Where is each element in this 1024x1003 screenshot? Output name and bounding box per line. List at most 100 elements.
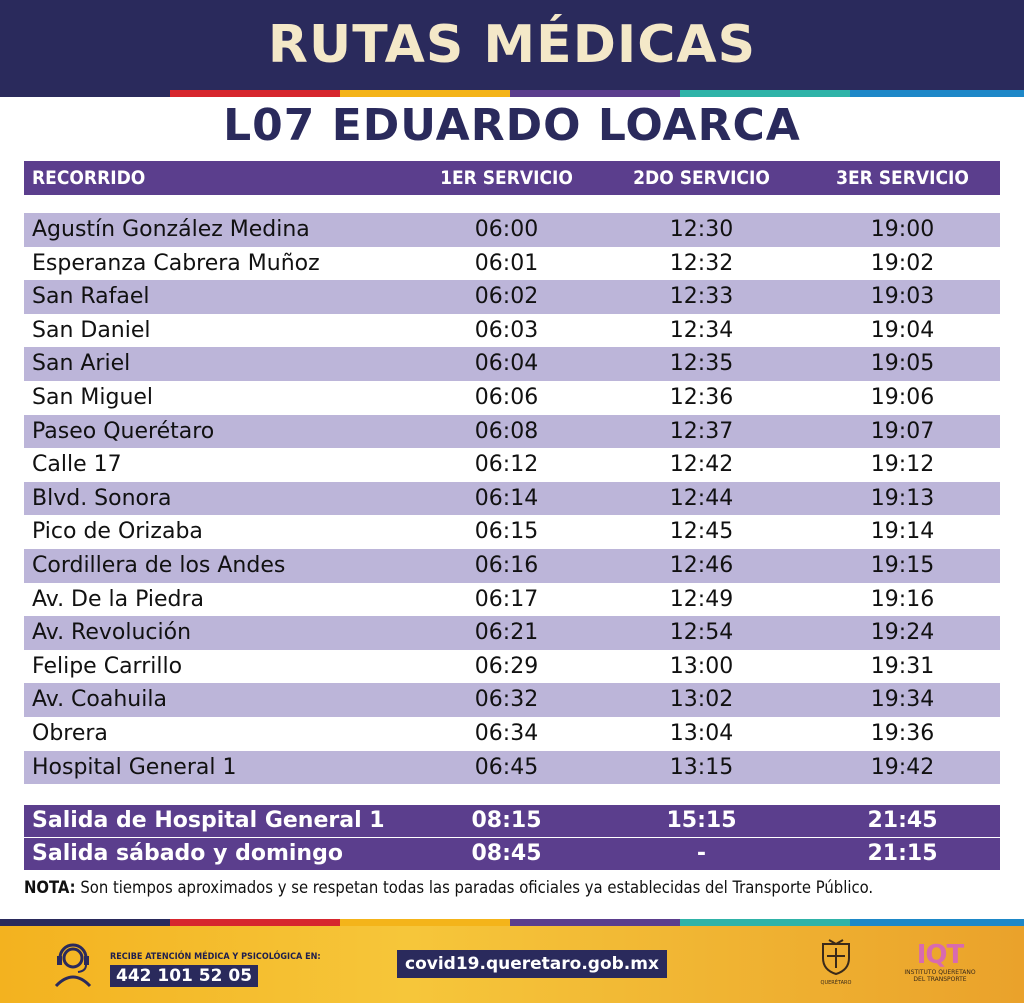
iqt-caption-1: INSTITUTO QUERETANO bbox=[904, 969, 976, 976]
time-servicio-3: 19:42 bbox=[870, 754, 935, 780]
time-servicio-1: 06:45 bbox=[474, 754, 539, 780]
table-row: Av. De la Piedra 06:17 12:49 19:16 bbox=[24, 583, 1000, 617]
iqt-logo-text: IQT bbox=[916, 940, 965, 970]
header-servicio-1: 1ER SERVICIO bbox=[440, 167, 573, 189]
table-row: Felipe Carrillo 06:29 13:00 19:31 bbox=[24, 650, 1000, 684]
special-row-hospital: Salida de Hospital General 1 08:15 15:15… bbox=[24, 805, 1000, 837]
time-servicio-3: 19:14 bbox=[870, 519, 935, 545]
time-servicio-2: 12:35 bbox=[669, 351, 734, 377]
stop-name: Cordillera de los Andes bbox=[32, 552, 286, 578]
time-servicio-1: 06:02 bbox=[474, 284, 539, 310]
time-servicio-3: 19:31 bbox=[870, 653, 935, 679]
special-row-time-2: 15:15 bbox=[666, 808, 737, 833]
table-row: San Daniel 06:03 12:34 19:04 bbox=[24, 314, 1000, 348]
time-servicio-3: 19:36 bbox=[870, 720, 935, 746]
time-servicio-1: 06:01 bbox=[474, 250, 539, 276]
stop-name: Obrera bbox=[32, 720, 108, 746]
color-stripe-top bbox=[0, 90, 1024, 97]
page-title: RUTAS MÉDICAS bbox=[267, 15, 757, 75]
table-row: Paseo Querétaro 06:08 12:37 19:07 bbox=[24, 414, 1000, 449]
header-servicio-2: 2DO SERVICIO bbox=[633, 167, 770, 189]
table-row: Av. Coahuila 06:32 13:02 19:34 bbox=[24, 683, 1000, 717]
phone-number[interactable]: 442 101 52 05 bbox=[110, 965, 259, 987]
table-row: Pico de Orizaba 06:15 12:45 19:14 bbox=[24, 515, 1000, 549]
note: NOTA: Son tiempos aproximados y se respe… bbox=[24, 878, 1000, 897]
time-servicio-1: 06:34 bbox=[474, 720, 539, 746]
time-servicio-1: 06:15 bbox=[474, 519, 539, 545]
special-row-time-2: - bbox=[696, 841, 707, 866]
table-row: San Miguel 06:06 12:36 19:06 bbox=[24, 381, 1000, 415]
time-servicio-1: 06:17 bbox=[474, 586, 539, 612]
table-row: Av. Revolución 06:21 12:54 19:24 bbox=[24, 616, 1000, 650]
time-servicio-1: 06:03 bbox=[474, 317, 539, 343]
special-row-time-3: 21:15 bbox=[867, 841, 938, 866]
schedule-table: Agustín González Medina 06:00 12:30 19:00 Es… bbox=[24, 213, 1000, 785]
special-row-time-1: 08:45 bbox=[471, 841, 542, 866]
time-servicio-2: 12:44 bbox=[669, 485, 734, 511]
time-servicio-3: 19:00 bbox=[870, 217, 935, 242]
time-servicio-1: 06:04 bbox=[474, 351, 539, 377]
time-servicio-1: 06:08 bbox=[474, 418, 539, 444]
table-header: RECORRIDO 1ER SERVICIO 2DO SERVICIO 3ER … bbox=[24, 161, 1000, 195]
coat-of-arms-icon bbox=[822, 939, 850, 976]
time-servicio-2: 13:02 bbox=[669, 687, 734, 713]
time-servicio-3: 19:12 bbox=[870, 452, 935, 478]
headset-icon bbox=[54, 943, 92, 988]
stop-name: San Rafael bbox=[32, 284, 150, 310]
stop-name: San Ariel bbox=[32, 351, 131, 377]
special-row-label: Salida sábado y domingo bbox=[32, 841, 343, 866]
time-servicio-2: 12:32 bbox=[669, 250, 734, 276]
stop-name: Av. Revolución bbox=[32, 620, 192, 646]
time-servicio-3: 19:15 bbox=[870, 552, 935, 578]
table-row: Agustín González Medina 06:00 12:30 19:00 bbox=[24, 213, 1000, 247]
special-row-time-3: 21:45 bbox=[867, 808, 938, 833]
website-link[interactable]: covid19.queretaro.gob.mx bbox=[397, 950, 667, 978]
time-servicio-1: 06:32 bbox=[474, 687, 539, 713]
time-servicio-2: 13:00 bbox=[669, 653, 734, 679]
time-servicio-3: 19:34 bbox=[870, 687, 935, 713]
time-servicio-2: 12:42 bbox=[669, 452, 734, 478]
stop-name: Agustín González Medina bbox=[32, 217, 310, 242]
time-servicio-2: 12:54 bbox=[669, 620, 734, 646]
time-servicio-2: 12:49 bbox=[669, 586, 734, 612]
title-banner: RUTAS MÉDICAS bbox=[0, 0, 1024, 90]
table-row: Blvd. Sonora 06:14 12:44 19:13 bbox=[24, 481, 1000, 516]
time-servicio-1: 06:21 bbox=[474, 620, 539, 646]
time-servicio-3: 19:02 bbox=[870, 250, 935, 276]
time-servicio-1: 06:12 bbox=[474, 452, 539, 478]
time-servicio-3: 19:04 bbox=[870, 317, 935, 343]
time-servicio-3: 19:03 bbox=[870, 284, 935, 310]
queretaro-seal: QUERÉTARO bbox=[815, 938, 857, 986]
stop-name: Blvd. Sonora bbox=[32, 485, 172, 511]
time-servicio-1: 06:06 bbox=[474, 384, 539, 410]
table-row: Obrera 06:34 13:04 19:36 bbox=[24, 717, 1000, 751]
iqt-caption-2: DEL TRANSPORTE bbox=[913, 975, 967, 983]
time-servicio-2: 12:46 bbox=[669, 552, 734, 578]
seal-caption: QUERÉTARO bbox=[820, 980, 852, 986]
table-row: San Rafael 06:02 12:33 19:03 bbox=[24, 280, 1000, 314]
footer: RECIBE ATENCIÓN MÉDICA Y PSICOLÓGICA EN:… bbox=[0, 926, 1024, 1003]
time-servicio-3: 19:07 bbox=[870, 418, 935, 444]
time-servicio-1: 06:16 bbox=[474, 552, 539, 578]
note-text: Son tiempos aproximados y se respetan to… bbox=[75, 878, 874, 897]
time-servicio-1: 06:00 bbox=[474, 217, 539, 242]
stop-name: Av. Coahuila bbox=[32, 687, 167, 713]
stop-name: Hospital General 1 bbox=[32, 754, 237, 780]
iqt-logo: IQT INSTITUTO QUERETANO DEL TRANSPORTE bbox=[900, 940, 980, 983]
table-row: Cordillera de los Andes 06:16 12:46 19:15 bbox=[24, 548, 1000, 583]
route-subtitle: L07 EDUARDO LOARCA bbox=[223, 100, 801, 151]
stop-name: Pico de Orizaba bbox=[32, 519, 203, 545]
special-row-label: Salida de Hospital General 1 bbox=[32, 808, 385, 833]
stop-name: San Miguel bbox=[32, 384, 154, 410]
time-servicio-3: 19:06 bbox=[870, 384, 935, 410]
time-servicio-3: 19:05 bbox=[870, 351, 935, 377]
header-servicio-3: 3ER SERVICIO bbox=[836, 167, 969, 189]
time-servicio-2: 12:37 bbox=[669, 418, 734, 444]
stop-name: Esperanza Cabrera Muñoz bbox=[32, 250, 320, 276]
time-servicio-1: 06:29 bbox=[474, 653, 539, 679]
phone-caption: RECIBE ATENCIÓN MÉDICA Y PSICOLÓGICA EN: bbox=[110, 952, 321, 962]
stop-name: Av. De la Piedra bbox=[32, 586, 205, 612]
time-servicio-2: 12:45 bbox=[669, 519, 734, 545]
time-servicio-2: 13:04 bbox=[669, 720, 734, 746]
time-servicio-1: 06:14 bbox=[474, 485, 539, 511]
